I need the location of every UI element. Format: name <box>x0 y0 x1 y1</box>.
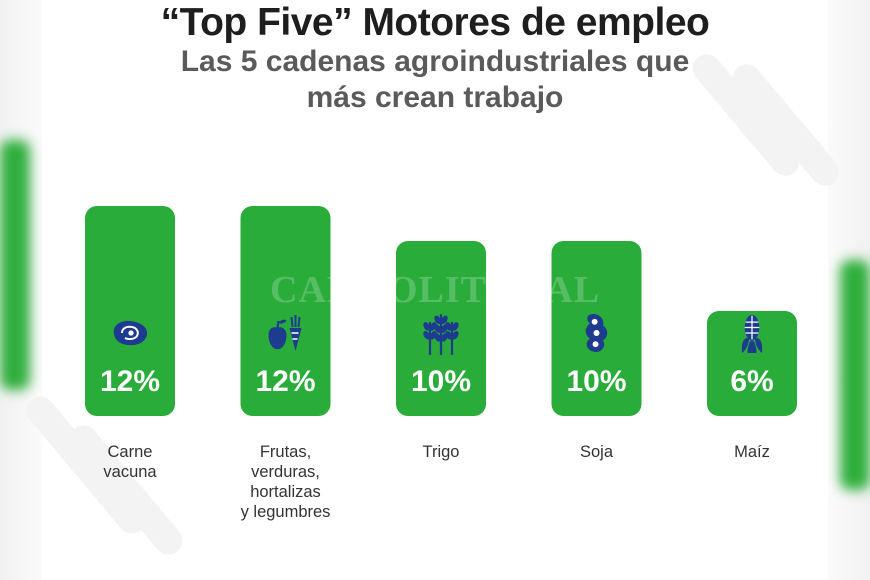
right-side-band <box>828 0 870 580</box>
bar-value-label-4: 10% <box>566 365 626 398</box>
right-green-blur <box>840 260 870 490</box>
chart-subtitle-line-1: Las 5 cadenas agroindustriales que <box>180 45 690 78</box>
bar-value-label-3: 10% <box>411 365 471 398</box>
category-label-5: Maíz <box>734 443 770 461</box>
category-label-2: Frutas, verduras, hortalizas y legumbres <box>240 443 331 521</box>
bar-value-label-2: 12% <box>255 365 315 398</box>
bar-2 <box>240 206 331 416</box>
category-label-1: Carne vacuna <box>103 443 157 481</box>
bar-1 <box>85 206 175 416</box>
chart-subtitle-line-2: más crean trabajo <box>306 81 564 114</box>
watermark-text: CAMPOLITORAL <box>270 269 601 311</box>
category-label-3: Trigo <box>422 443 460 461</box>
chart-title: “Top Five” Motores de empleo <box>160 1 710 44</box>
category-label-4: Soja <box>579 443 614 461</box>
bar-value-label-5: 6% <box>730 365 773 398</box>
bar-5 <box>707 311 797 416</box>
left-side-band <box>0 0 42 580</box>
bar-value-label-1: 12% <box>100 365 160 398</box>
left-green-blur <box>0 140 30 390</box>
